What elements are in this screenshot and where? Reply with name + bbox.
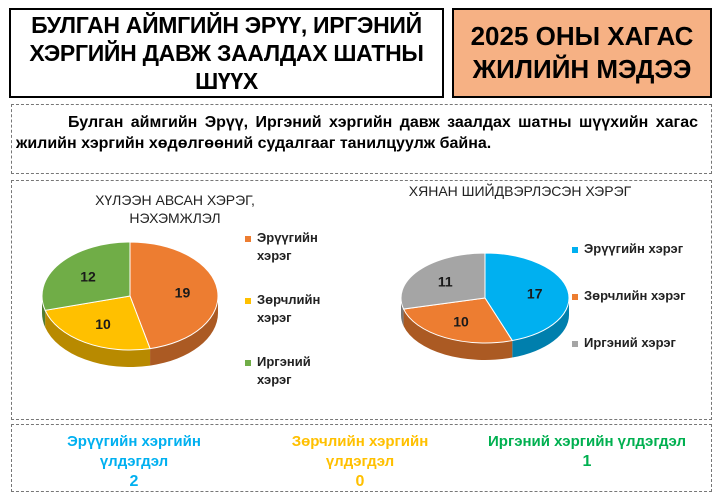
intro-text: Булган аймгийн Эрүү, Иргэний хэргийн дав… — [16, 114, 698, 152]
chart1-slice-side-1 — [150, 296, 219, 366]
chart1-legend-label-1: Эрүүгийн хэрэг — [257, 230, 318, 263]
pending-civil: Иргэний хэргийн үлдэгдэл 1 — [487, 432, 687, 472]
chart2-value-2: 10 — [453, 314, 469, 330]
chart2-legend-swatch-1 — [572, 247, 578, 253]
chart1-slice-side-2 — [45, 310, 151, 368]
pending-criminal-value: 2 — [129, 473, 139, 490]
pending-criminal: Эрүүгийн хэргийн үлдэгдэл 2 — [34, 432, 234, 492]
chart2-legend-label-2: Зөрчлийн хэрэг — [584, 288, 686, 303]
pending-violation-label: Зөрчлийн хэргийн үлдэгдэл — [291, 433, 429, 470]
pending-civil-label: Иргэний хэргийн үлдэгдэл — [488, 433, 686, 450]
header-title-box: БУЛГАН АЙМГИЙН ЭРҮҮ, ИРГЭНИЙ ХЭРГИЙН ДАВ… — [9, 8, 444, 98]
chart2-slice-side-1 — [512, 298, 569, 358]
chart2-slice-3 — [400, 252, 486, 310]
pending-violation: Зөрчлийн хэргийн үлдэгдэл 0 — [260, 432, 460, 492]
chart1-value-2: 10 — [95, 316, 111, 332]
chart2-legend-label-1: Эрүүгийн хэрэг — [584, 241, 684, 256]
report-title: 2025 ОНЫ ХАГАС ЖИЛИЙН МЭДЭЭ — [470, 21, 694, 84]
chart2-legend-swatch-3 — [572, 341, 578, 347]
chart1-value-3: 12 — [80, 268, 96, 284]
chart2-slice-2 — [402, 297, 514, 344]
chart1-slice-1 — [129, 241, 219, 350]
chart1-legend-label-2: Зөрчлийн хэрэг — [257, 292, 320, 325]
chart1-value-1: 19 — [175, 284, 191, 300]
chart1-legend-label-3: Иргэний хэрэг — [257, 354, 311, 387]
chart2-slice-1 — [484, 252, 570, 342]
chart2-title: ХЯНАН ШИЙДВЭРЛЭСЭН ХЭРЭГ — [409, 182, 632, 199]
chart1-title: ХҮЛЭЭН АВСАН ХЭРЭГ, НЭХЭМЖЛЭЛ — [95, 192, 255, 226]
chart2-legend-swatch-2 — [572, 294, 578, 300]
chart1-legend-swatch-2 — [245, 298, 251, 304]
report-title-box: 2025 ОНЫ ХАГАС ЖИЛИЙН МЭДЭЭ — [452, 8, 712, 98]
pending-criminal-label: Эрүүгийн хэргийн үлдэгдэл — [67, 433, 201, 470]
intro-box — [11, 104, 712, 174]
court-title: БУЛГАН АЙМГИЙН ЭРҮҮ, ИРГЭНИЙ ХЭРГИЙН ДАВ… — [29, 12, 424, 94]
pending-civil-value: 1 — [582, 453, 592, 470]
chart2-slice-side-2 — [403, 309, 513, 360]
pending-violation-value: 0 — [355, 473, 365, 490]
chart1-slice-3 — [41, 241, 131, 311]
chart2-value-1: 17 — [527, 286, 543, 302]
chart-panel — [11, 180, 712, 420]
chart2-value-3: 11 — [438, 273, 453, 289]
chart1-legend-swatch-3 — [245, 360, 251, 366]
chart1-slice-2 — [44, 295, 151, 351]
chart2-legend-label-3: Иргэний хэрэг — [584, 335, 677, 350]
pending-box — [11, 424, 712, 492]
chart1-legend-swatch-1 — [245, 236, 251, 242]
